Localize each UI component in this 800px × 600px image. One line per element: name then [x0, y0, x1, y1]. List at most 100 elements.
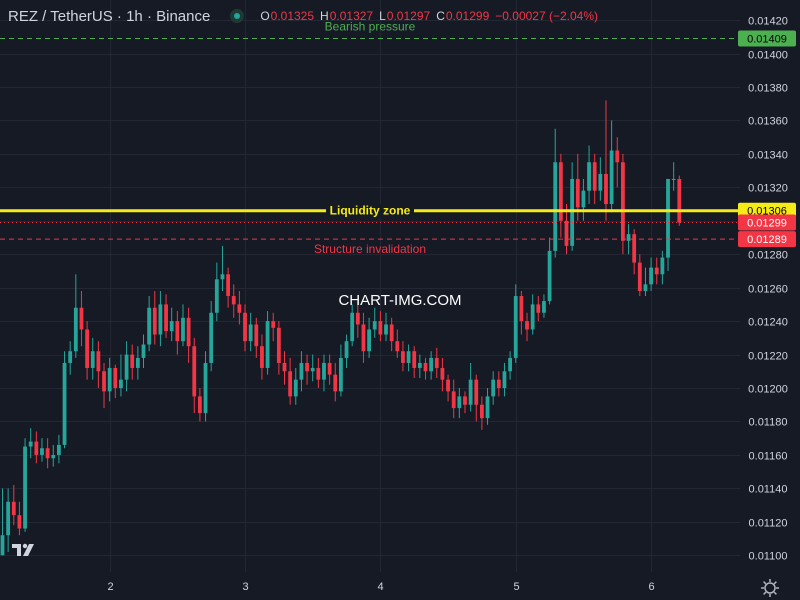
- candle-body: [570, 178, 575, 246]
- candle-body: [440, 367, 445, 380]
- candle-body: [361, 324, 366, 352]
- candle-body: [107, 367, 112, 392]
- candle: [536, 296, 541, 322]
- candle: [333, 362, 338, 402]
- candle: [152, 291, 157, 345]
- candle: [220, 245, 225, 292]
- candle: [231, 284, 236, 318]
- candle: [412, 346, 417, 378]
- candle: [243, 304, 247, 352]
- candle-body: [367, 329, 371, 352]
- candle-body: [575, 178, 580, 208]
- candle: [11, 485, 16, 526]
- candle: [119, 354, 123, 397]
- ohlc-low: L0.01297: [379, 9, 431, 23]
- candle: [621, 153, 625, 255]
- watermark: CHART-IMG.COM: [338, 292, 461, 309]
- candle: [598, 157, 603, 201]
- candle-body: [558, 162, 563, 221]
- candle-body: [198, 396, 202, 414]
- candle: [677, 175, 682, 226]
- candle: [587, 145, 591, 205]
- ohlc-change: −0.00027 (−2.04%): [495, 9, 598, 23]
- candle-body: [260, 346, 264, 368]
- candle: [164, 294, 168, 338]
- price-tag-label: 0.01409: [747, 33, 787, 45]
- candle: [519, 291, 524, 335]
- candle: [181, 304, 185, 347]
- candle-body: [592, 162, 597, 191]
- candle-body: [553, 162, 558, 251]
- candle: [389, 317, 394, 352]
- candle: [468, 362, 473, 412]
- candle-body: [73, 307, 78, 352]
- candles: [0, 100, 682, 556]
- ohlc-open: O0.01325: [260, 9, 315, 23]
- candle-body: [547, 250, 552, 302]
- candle: [147, 296, 152, 352]
- x-axis[interactable]: 2 3 4 5 6: [107, 581, 654, 593]
- candle-body: [57, 444, 61, 455]
- candle: [649, 257, 653, 292]
- candle: [203, 351, 208, 422]
- candle-body: [322, 362, 326, 380]
- ohlc-values: O0.01325 H0.01327 L0.01297 C0.01299 −0.0…: [260, 9, 598, 23]
- candle: [401, 341, 405, 372]
- candle: [90, 337, 95, 380]
- candle: [446, 374, 450, 402]
- candle-body: [130, 354, 135, 368]
- price-tag-label: 0.01299: [747, 217, 787, 229]
- candle: [395, 329, 400, 358]
- candle-body: [220, 274, 225, 280]
- candle: [73, 274, 78, 358]
- candle: [209, 301, 214, 372]
- candle: [339, 344, 343, 397]
- candle: [609, 120, 614, 213]
- candle-body: [604, 173, 608, 205]
- x-tick-label: 6: [648, 581, 654, 593]
- y-tick-label: 0.01120: [749, 518, 788, 530]
- candle-body: [68, 351, 73, 363]
- candle-body: [96, 351, 101, 372]
- candle-body: [248, 324, 253, 342]
- candle-body: [677, 178, 682, 223]
- candle-body: [401, 351, 405, 363]
- candle: [102, 362, 106, 409]
- candle: [553, 128, 558, 258]
- candle: [496, 371, 501, 397]
- y-tick-label: 0.01100: [749, 551, 788, 563]
- y-tick-label: 0.01360: [748, 116, 788, 128]
- candle: [355, 301, 360, 338]
- candle: [17, 501, 22, 536]
- market-status-icon: [230, 9, 245, 23]
- candle: [604, 100, 608, 221]
- candle-body: [158, 304, 163, 335]
- candle-body: [237, 304, 242, 313]
- candle-body: [626, 234, 631, 241]
- candle: [615, 137, 620, 188]
- ohlc-close: C0.01299: [436, 9, 490, 23]
- candle-body: [214, 279, 219, 313]
- settings-gear-icon[interactable]: [760, 578, 780, 598]
- candle: [558, 153, 563, 238]
- candle: [293, 367, 298, 405]
- candle: [525, 312, 529, 342]
- candle-body: [102, 371, 106, 392]
- candle-body: [293, 379, 298, 397]
- candle-body: [508, 357, 512, 372]
- candle: [406, 344, 411, 372]
- candle-body: [581, 190, 586, 208]
- candle-body: [119, 379, 123, 389]
- candle: [169, 307, 174, 342]
- tradingview-logo-icon[interactable]: [10, 540, 38, 560]
- candle-body: [17, 515, 22, 529]
- candle: [581, 178, 586, 221]
- symbol-title[interactable]: REZ / TetherUS · 1h · Binance: [8, 7, 211, 25]
- candle-body: [536, 304, 541, 313]
- candle: [547, 237, 552, 305]
- candle-body: [333, 374, 338, 392]
- candle: [305, 354, 309, 385]
- candle-body: [496, 379, 501, 389]
